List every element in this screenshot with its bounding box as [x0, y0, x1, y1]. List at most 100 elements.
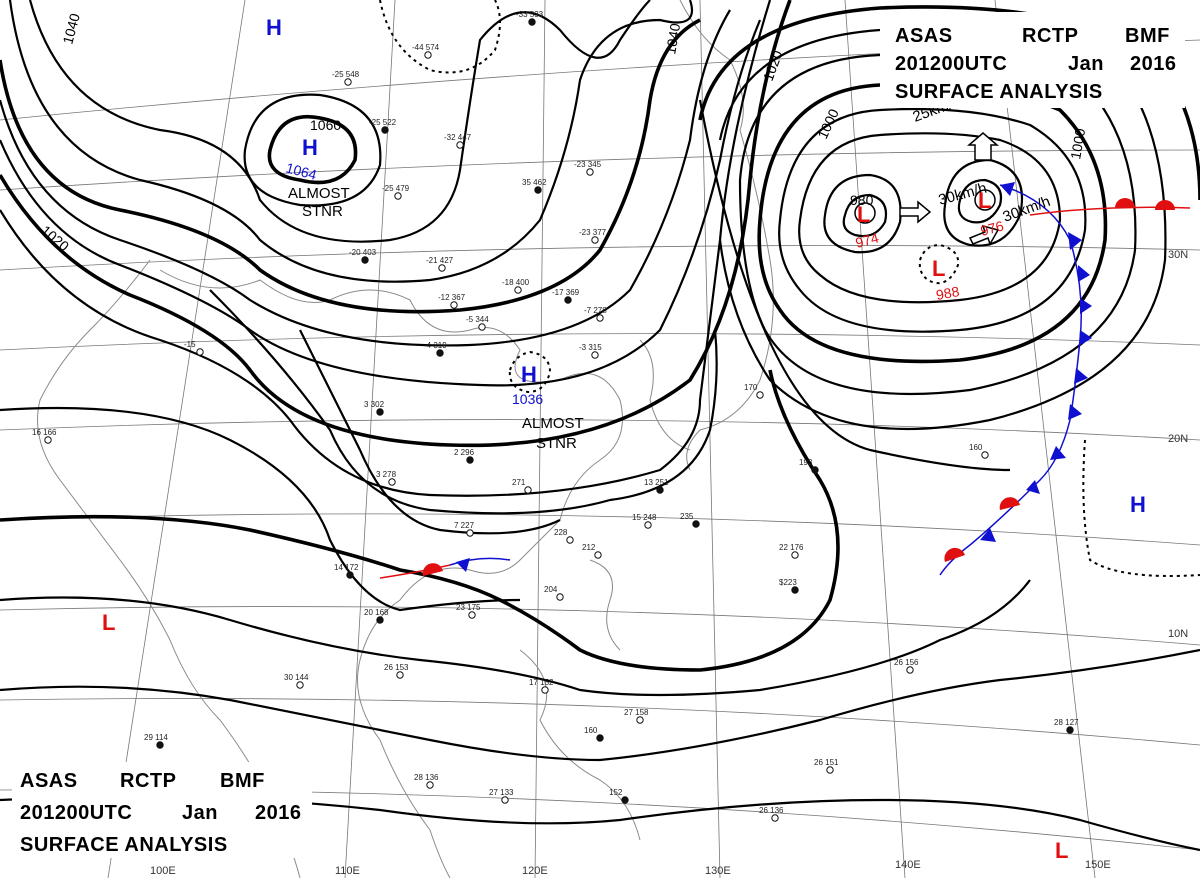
station-label: -23 345 — [574, 160, 602, 169]
station-label: -25 548 — [332, 70, 360, 79]
station-label: $223 — [779, 578, 797, 587]
station-label: 35 462 — [522, 178, 547, 187]
station-marker — [361, 256, 369, 264]
station-marker — [594, 551, 602, 559]
low-center-ring — [974, 189, 996, 211]
header-agency: ASAS — [20, 770, 78, 792]
station-label: 27 158 — [624, 708, 649, 717]
high-pressure-value: 1064 — [284, 159, 318, 183]
station-marker — [44, 436, 52, 444]
station-marker — [501, 796, 509, 804]
latitude-label: 10N — [1168, 628, 1188, 640]
station-label: -25 522 — [369, 118, 397, 127]
header-month: Jan — [1068, 53, 1104, 75]
station-label: 23 175 — [456, 603, 481, 612]
motion-arrow-icon — [968, 224, 1000, 246]
station-label: 26 136 — [759, 806, 784, 815]
header-bottom-left: ASAS RCTP BMF 201200UTC Jan 2016 SURFACE… — [12, 762, 312, 858]
header-title: SURFACE ANALYSIS — [895, 81, 1103, 103]
header-station: RCTP — [120, 770, 176, 792]
station-marker — [564, 296, 572, 304]
station-label: 212 — [582, 543, 596, 552]
station-marker — [981, 451, 989, 459]
fronts — [379, 182, 1191, 579]
system-note-line1: ALMOST — [522, 415, 584, 432]
isobars — [0, 0, 1200, 852]
station-marker — [376, 408, 384, 416]
low-pressure-value: 976 — [979, 217, 1006, 239]
station-marker — [596, 734, 604, 742]
station-label: 3 278 — [376, 470, 397, 479]
station-marker — [756, 391, 764, 399]
header-year: 2016 — [1130, 53, 1177, 75]
station-marker — [450, 301, 458, 309]
station-label: 27 133 — [489, 788, 514, 797]
station-label: -5 344 — [466, 315, 489, 324]
station-marker — [524, 486, 532, 494]
station-marker — [346, 571, 354, 579]
station-label: -33 533 — [516, 10, 544, 19]
cold-front-triangles — [456, 182, 1092, 572]
station-label: -25 479 — [382, 184, 410, 193]
longitude-labels: 100E 110E 120E 130E 140E 150E — [150, 859, 1111, 877]
high-pressure-symbol: H — [266, 15, 282, 40]
isobar-label: 1040 — [59, 11, 83, 45]
station-label: 13 251 — [644, 478, 669, 487]
station-label: -12 367 — [438, 293, 466, 302]
header-time: 201200UTC — [895, 53, 1007, 75]
header-title: SURFACE ANALYSIS — [20, 834, 228, 856]
station-marker — [591, 236, 599, 244]
pressure-systems: H H 1064 ALMOST STNR H 1036 ALMOST STNR … — [102, 15, 1146, 863]
station-marker — [388, 478, 396, 486]
station-label: 22 176 — [779, 543, 804, 552]
station-marker — [644, 521, 652, 529]
station-marker — [692, 520, 700, 528]
station-label: 30 144 — [284, 673, 309, 682]
station-marker — [791, 586, 799, 594]
high-pressure-symbol: H — [521, 362, 537, 387]
station-marker — [396, 671, 404, 679]
station-label: -32 447 — [444, 133, 472, 142]
station-marker — [468, 611, 476, 619]
station-label: -3 315 — [579, 343, 602, 352]
station-marker — [514, 286, 522, 294]
header-station: RCTP — [1022, 25, 1078, 47]
low-pressure-symbol: L — [102, 610, 115, 635]
header-bmf: BMF — [1125, 25, 1170, 47]
longitude-label: 110E — [335, 865, 360, 877]
longitude-label: 100E — [150, 865, 176, 877]
station-marker — [426, 781, 434, 789]
latitude-labels: 30N 20N 10N — [1168, 249, 1188, 640]
station-label: -20 403 — [349, 248, 377, 257]
station-plots: -33 533 -44 574 -25 548 -25 522 -32 447 -25 4… — [32, 10, 1079, 822]
station-marker — [528, 18, 536, 26]
station-marker — [438, 264, 446, 272]
header-background — [12, 762, 312, 858]
longitude-label: 120E — [522, 865, 548, 877]
header-time: 201200UTC — [20, 802, 132, 824]
isobar-label: 1040 — [662, 22, 683, 56]
low-pressure-value: 988 — [935, 283, 961, 303]
station-label: 29 114 — [144, 733, 168, 742]
station-label: 14 172 — [334, 563, 359, 572]
station-label: -23 377 — [579, 228, 607, 237]
motion-arrows — [899, 132, 1000, 246]
low-pressure-symbol: L — [1055, 838, 1068, 863]
station-label: -18 400 — [502, 278, 530, 287]
station-marker — [596, 314, 604, 322]
motion-arrow-icon — [966, 132, 1000, 161]
high-pressure-value: 1036 — [512, 391, 543, 407]
station-marker — [556, 593, 564, 601]
station-label: 193 — [799, 458, 813, 467]
low-pressure-symbol: L — [857, 202, 870, 227]
header-year: 2016 — [255, 802, 302, 824]
isobar-label: 1000 — [1067, 127, 1088, 161]
station-label: 20 168 — [364, 608, 389, 617]
station-marker — [566, 536, 574, 544]
station-marker — [466, 529, 474, 537]
station-marker — [656, 486, 664, 494]
station-label: 3 302 — [364, 400, 385, 409]
station-marker — [376, 616, 384, 624]
